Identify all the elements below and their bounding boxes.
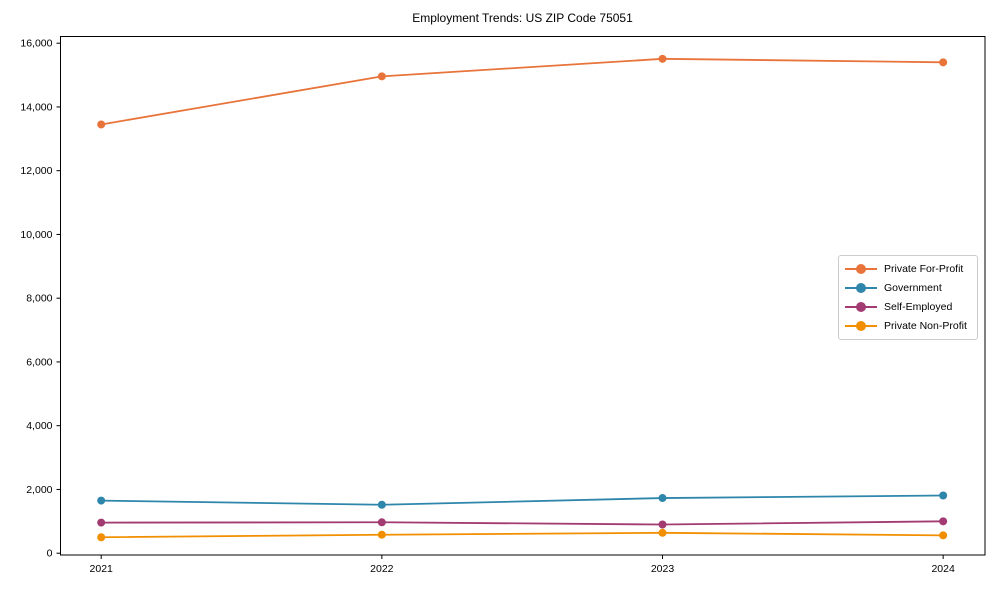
axes: 0 2,000 4,000 6,000 8,000 10,000 12,000 14,000 1…	[20, 36, 986, 575]
y-tick-label: 10,000	[20, 229, 52, 241]
data-point-marker	[939, 58, 948, 67]
y-tick-label: 14,000	[20, 101, 52, 113]
y-tick-label: 16,000	[20, 38, 52, 50]
data-point-marker	[97, 518, 106, 527]
y-tick-label: 2,000	[26, 484, 52, 496]
y-tick-label: 6,000	[26, 356, 52, 368]
series-line	[100, 494, 945, 506]
y-tick-label: 12,000	[20, 165, 52, 177]
data-point-marker	[658, 54, 667, 63]
y-tick-label: 4,000	[26, 420, 52, 432]
legend: Private For-Profit Government Self-Employe…	[838, 255, 978, 340]
legend-line-marker-icon	[845, 301, 877, 313]
data-point-marker	[939, 531, 948, 540]
legend-item: Government	[845, 280, 971, 296]
legend-item-label: Private Non-Profit	[884, 320, 967, 333]
x-tick-label: 2023	[651, 563, 675, 575]
series-line	[100, 531, 945, 539]
data-point-marker	[658, 528, 667, 537]
data-point-marker	[658, 520, 667, 529]
data-point-marker	[97, 120, 106, 129]
data-point-marker	[97, 496, 106, 505]
legend-item: Self-Employed	[845, 299, 971, 315]
series-line	[100, 57, 945, 126]
legend-item-label: Private For-Profit	[884, 262, 964, 275]
data-point-marker	[377, 500, 386, 509]
data-point-marker	[97, 533, 106, 542]
legend-line-marker-icon	[845, 263, 877, 275]
legend-item-label: Government	[884, 281, 942, 294]
series-line	[100, 520, 945, 526]
x-tick-label: 2021	[90, 563, 114, 575]
data-point-marker	[377, 72, 386, 81]
data-point-marker	[658, 494, 667, 503]
data-point-marker	[939, 491, 948, 500]
plot-border	[60, 36, 986, 556]
data-point-marker	[939, 517, 948, 526]
data-point-marker	[377, 518, 386, 527]
y-tick-label: 0	[47, 548, 53, 560]
x-tick-label: 2024	[931, 563, 955, 575]
legend-line-marker-icon	[845, 320, 877, 332]
chart-title: Employment Trends: US ZIP Code 75051	[412, 11, 633, 25]
legend-item-label: Self-Employed	[884, 301, 953, 314]
x-tick-label: 2022	[370, 563, 394, 575]
legend-item: Private For-Profit	[845, 261, 971, 277]
data-series	[97, 54, 948, 542]
data-point-marker	[377, 530, 386, 539]
legend-item: Private Non-Profit	[845, 318, 971, 334]
legend-line-marker-icon	[845, 282, 877, 294]
y-tick-label: 8,000	[26, 293, 52, 305]
